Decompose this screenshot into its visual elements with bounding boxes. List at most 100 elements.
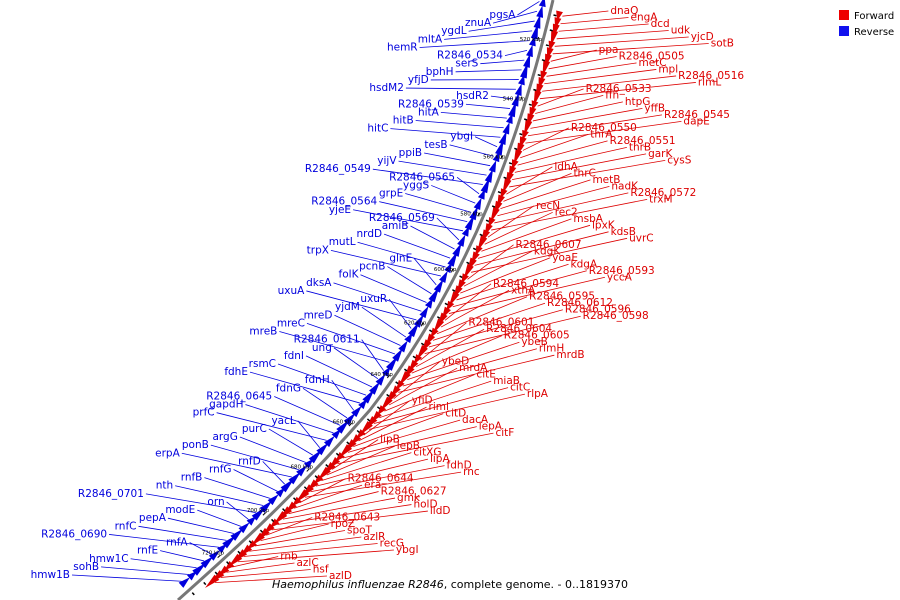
- forward-gene-label[interactable]: udk: [671, 24, 691, 36]
- forward-gene-label[interactable]: htpG: [625, 96, 651, 108]
- gene-labels[interactable]: dnaQengAdcdudkyjcDsotBppaR2846_0505metCm…: [31, 5, 745, 582]
- forward-gene-label[interactable]: recN: [536, 200, 560, 212]
- reverse-gene-label[interactable]: hitA: [418, 106, 440, 118]
- reverse-gene-label[interactable]: bphH: [426, 66, 454, 78]
- forward-gene-label[interactable]: spoT: [347, 525, 373, 537]
- forward-gene-label[interactable]: lepB: [397, 440, 420, 452]
- forward-gene-label[interactable]: ffh: [605, 89, 619, 101]
- reverse-gene-label[interactable]: nth: [156, 480, 173, 492]
- forward-gene-label[interactable]: mrdB: [556, 349, 584, 361]
- forward-gene-label[interactable]: nadK: [611, 180, 639, 192]
- forward-gene-label[interactable]: ybgI: [396, 544, 419, 556]
- reverse-gene-label[interactable]: rnfB: [181, 472, 203, 484]
- reverse-gene-label[interactable]: orn: [207, 496, 224, 508]
- reverse-gene-label[interactable]: ygdL: [441, 25, 467, 37]
- forward-gene-label[interactable]: R2846_0516: [678, 70, 744, 82]
- reverse-gene-label[interactable]: rnfE: [137, 545, 158, 557]
- forward-gene-label[interactable]: R2846_0572: [630, 187, 696, 199]
- reverse-gene-label[interactable]: R2846_0549: [305, 163, 371, 175]
- reverse-gene-label[interactable]: ung: [312, 342, 332, 354]
- forward-gene-label[interactable]: dcd: [651, 18, 670, 30]
- forward-gene-label[interactable]: R2846_0612: [547, 297, 613, 309]
- forward-gene-label[interactable]: citXG: [413, 447, 441, 459]
- forward-gene-label[interactable]: dnaQ: [610, 5, 638, 17]
- forward-gene-label[interactable]: citF: [495, 427, 514, 439]
- forward-gene-label[interactable]: metC: [638, 57, 666, 69]
- reverse-gene-label[interactable]: uxuR: [360, 293, 387, 305]
- forward-gene-label[interactable]: engA: [631, 11, 659, 23]
- forward-gene-label[interactable]: sotB: [711, 37, 734, 49]
- reverse-gene-label[interactable]: yggS: [403, 179, 430, 191]
- reverse-gene-label[interactable]: rnfG: [209, 463, 232, 475]
- forward-gene-label[interactable]: recG: [380, 538, 404, 550]
- reverse-gene-label[interactable]: tesB: [424, 139, 447, 151]
- reverse-gene-label[interactable]: yacL: [271, 415, 295, 427]
- reverse-gene-label[interactable]: dksA: [306, 277, 332, 289]
- reverse-gene-label[interactable]: fdhE: [224, 366, 248, 378]
- forward-gene-label[interactable]: R2846_0598: [583, 310, 649, 322]
- reverse-gene-label[interactable]: argG: [212, 431, 237, 443]
- reverse-gene-label[interactable]: yjeE: [329, 204, 351, 216]
- forward-gene-label[interactable]: msbA: [573, 213, 603, 225]
- reverse-gene-label[interactable]: znuA: [465, 17, 492, 29]
- forward-gene-label[interactable]: R2846_0627: [381, 486, 447, 498]
- reverse-gene-label[interactable]: hmw1B: [31, 569, 70, 581]
- forward-gene-label[interactable]: R2846_0551: [610, 135, 676, 147]
- reverse-gene-label[interactable]: fdnI: [284, 350, 304, 362]
- forward-gene-label[interactable]: rlmL: [698, 76, 721, 88]
- forward-gene-label[interactable]: thrC: [573, 167, 595, 179]
- reverse-gene-label[interactable]: rnfC: [115, 520, 137, 532]
- reverse-gene-label[interactable]: uxuA: [278, 285, 306, 297]
- reverse-gene-label[interactable]: sohB: [73, 561, 99, 573]
- forward-gene-label[interactable]: rec2: [555, 206, 578, 218]
- reverse-gene-label[interactable]: hitB: [393, 115, 414, 127]
- reverse-gene-label[interactable]: grpE: [379, 188, 403, 200]
- forward-gene-label[interactable]: thrA: [590, 128, 613, 140]
- reverse-gene-label[interactable]: folK: [339, 269, 360, 281]
- reverse-gene-label[interactable]: gapdH: [209, 399, 243, 411]
- forward-gene-label[interactable]: R2846_0604: [486, 323, 552, 335]
- forward-gene-label[interactable]: era: [364, 479, 381, 491]
- reverse-gene-label[interactable]: hsdR2: [456, 90, 489, 102]
- forward-gene-label[interactable]: rlpA: [527, 388, 549, 400]
- forward-gene-label[interactable]: R2846_0607: [516, 239, 582, 251]
- forward-gene-label[interactable]: citE: [476, 369, 495, 381]
- forward-gene-label[interactable]: xthA: [511, 284, 536, 296]
- forward-gene-label[interactable]: uvrC: [629, 232, 654, 244]
- reverse-gene-label[interactable]: fdnG: [276, 382, 301, 394]
- reverse-gene-label[interactable]: ybgI: [450, 131, 473, 143]
- reverse-gene-label[interactable]: R2846_0701: [78, 488, 144, 500]
- forward-gene-label[interactable]: ybeD: [442, 356, 469, 368]
- forward-gene-label[interactable]: dacA: [462, 414, 489, 426]
- forward-gene-label[interactable]: R2846_0595: [529, 291, 595, 303]
- forward-gene-label[interactable]: citD: [445, 408, 466, 420]
- reverse-gene-label[interactable]: prfC: [193, 407, 215, 419]
- reverse-gene-label[interactable]: mreD: [304, 309, 333, 321]
- forward-gene-label[interactable]: holD: [413, 499, 437, 511]
- forward-gene-label[interactable]: yccA: [607, 271, 633, 283]
- reverse-gene-label[interactable]: R2846_0534: [437, 50, 503, 62]
- forward-gene-label[interactable]: lepA: [479, 421, 503, 433]
- reverse-gene-label[interactable]: glnE: [389, 252, 412, 264]
- forward-gene-label[interactable]: garK: [648, 148, 673, 160]
- reverse-gene-label[interactable]: pgsA: [489, 9, 516, 21]
- reverse-gene-label[interactable]: erpA: [155, 447, 180, 459]
- forward-gene-label[interactable]: azlR: [363, 531, 385, 543]
- reverse-gene-label[interactable]: pepA: [139, 512, 167, 524]
- reverse-gene-label[interactable]: R2846_0645: [206, 390, 272, 402]
- forward-gene-label[interactable]: yfiD: [412, 395, 433, 407]
- reverse-gene-label[interactable]: R2846_0611: [294, 334, 360, 346]
- reverse-gene-label[interactable]: mltA: [418, 33, 443, 45]
- reverse-gene-label[interactable]: hitC: [367, 123, 388, 135]
- forward-gene-label[interactable]: cysS: [667, 154, 691, 166]
- forward-gene-label[interactable]: lpxK: [592, 219, 616, 231]
- forward-gene-label[interactable]: R2846_0505: [619, 50, 685, 62]
- forward-gene-label[interactable]: kdgK: [534, 245, 561, 257]
- forward-gene-label[interactable]: rnc: [463, 466, 480, 478]
- reverse-gene-label[interactable]: mreB: [249, 326, 277, 338]
- reverse-gene-label[interactable]: yfjD: [408, 74, 429, 86]
- forward-gene-label[interactable]: R2846_0594: [493, 278, 559, 290]
- reverse-gene-label[interactable]: rnfA: [166, 537, 188, 549]
- reverse-gene-label[interactable]: rsmC: [249, 358, 276, 370]
- reverse-gene-label[interactable]: trpX: [307, 244, 329, 256]
